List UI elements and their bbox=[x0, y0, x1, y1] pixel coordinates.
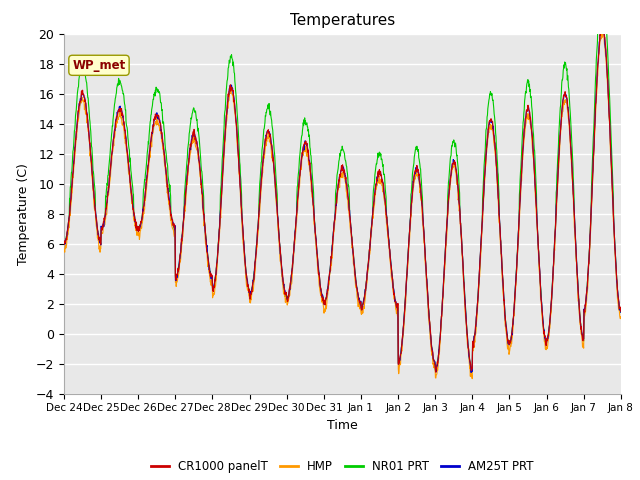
Legend: CR1000 panelT, HMP, NR01 PRT, AM25T PRT: CR1000 panelT, HMP, NR01 PRT, AM25T PRT bbox=[147, 455, 538, 478]
Title: Temperatures: Temperatures bbox=[290, 13, 395, 28]
X-axis label: Time: Time bbox=[327, 419, 358, 432]
Text: WP_met: WP_met bbox=[72, 59, 125, 72]
Y-axis label: Temperature (C): Temperature (C) bbox=[17, 163, 30, 264]
